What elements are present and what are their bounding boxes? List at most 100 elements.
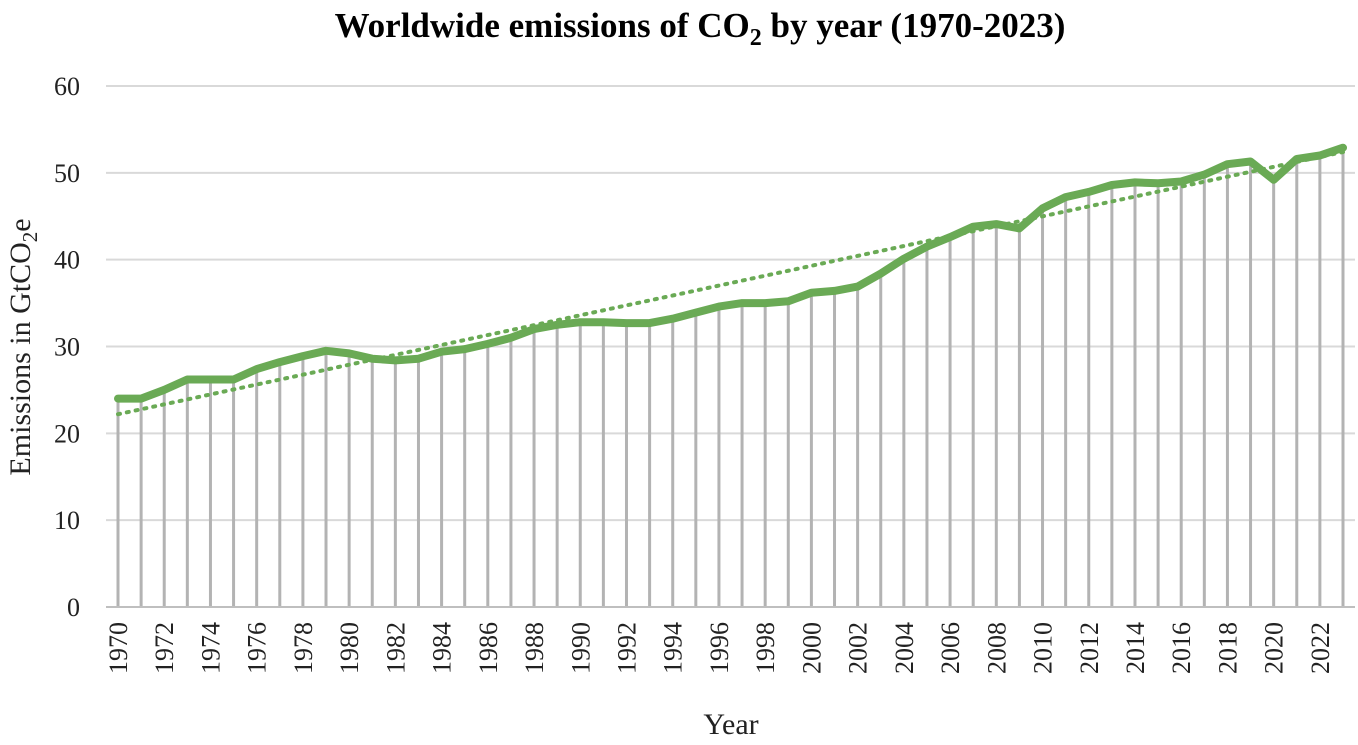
data-point-2022 [1316,151,1324,159]
data-point-1978 [299,352,307,360]
data-point-1970 [114,395,122,403]
x-tick-label: 2006 [936,622,965,674]
data-point-2012 [1085,188,1093,196]
data-point-1988 [530,325,538,333]
data-points [114,144,1347,403]
x-tick-label: 2014 [1121,622,1150,674]
x-tick-label: 2022 [1306,622,1335,674]
data-point-1985 [461,345,469,353]
x-tick-label: 2012 [1075,622,1104,674]
data-point-2000 [807,289,815,297]
data-point-1973 [183,375,191,383]
x-tick-label: 1972 [150,622,179,674]
x-tick-label: 2004 [890,622,919,674]
data-point-1982 [391,356,399,364]
y-axis-ticks: 0 10 20 30 40 50 60 [54,72,80,622]
data-point-2010 [1039,204,1047,212]
data-point-1986 [484,340,492,348]
y-tick-label: 10 [54,506,80,535]
data-point-1974 [206,375,214,383]
data-point-2013 [1108,181,1116,189]
y-tick-label: 60 [54,72,80,101]
y-axis-title-subscript: 2 [18,232,42,243]
data-point-2003 [877,270,885,278]
data-point-2020 [1270,176,1278,184]
trendline [116,149,1345,417]
x-tick-label: 1992 [612,622,641,674]
x-axis-ticks: 1970 1972 1974 1976 1978 1980 1982 1984 1986 1988… [104,622,1335,674]
data-point-1993 [646,319,654,327]
data-point-1994 [669,315,677,323]
data-point-1995 [692,309,700,317]
x-tick-label: 2018 [1213,622,1242,674]
x-tick-label: 1974 [196,622,225,674]
drop-lines [116,147,1345,607]
data-point-2019 [1247,158,1255,166]
data-point-2023 [1339,144,1347,152]
chart-title-subscript: 2 [750,25,762,51]
data-point-2011 [1062,193,1070,201]
y-tick-label: 0 [67,593,80,622]
x-tick-label: 1970 [104,622,133,674]
data-point-1996 [715,303,723,311]
chart-title: Worldwide emissions of CO2 by year (1970… [335,6,1066,51]
x-tick-label: 1984 [428,622,457,674]
data-point-1981 [368,355,376,363]
x-tick-label: 1998 [751,622,780,674]
series-line-emissions [114,143,1347,403]
y-axis-title: Emissions in GtCO2e [4,218,42,475]
x-tick-label: 1986 [474,622,503,674]
data-point-1991 [599,318,607,326]
data-point-1997 [738,299,746,307]
data-point-2006 [946,233,954,241]
data-point-2001 [831,287,839,295]
gridlines [106,85,1355,522]
x-tick-label: 2008 [982,622,1011,674]
data-point-2014 [1131,178,1139,186]
data-point-1992 [622,319,630,327]
data-point-2016 [1177,178,1185,186]
y-tick-label: 40 [54,246,80,275]
data-point-2004 [900,255,908,263]
x-tick-label: 2002 [844,622,873,674]
data-point-2017 [1200,171,1208,179]
data-point-1984 [438,348,446,356]
x-tick-label: 1994 [659,622,688,674]
x-axis-title: Year [703,708,758,741]
x-tick-label: 1996 [705,622,734,674]
y-tick-label: 30 [54,333,80,362]
x-tick-label: 1978 [289,622,318,674]
y-tick-label: 50 [54,159,80,188]
data-point-2021 [1293,155,1301,163]
data-point-1971 [137,395,145,403]
x-tick-label: 2016 [1167,622,1196,674]
x-tick-label: 1988 [520,622,549,674]
x-tick-label: 1980 [335,622,364,674]
data-point-1975 [230,375,238,383]
data-point-2008 [992,220,1000,228]
data-point-2007 [969,223,977,231]
y-tick-label: 20 [54,419,80,448]
data-point-1977 [276,358,284,366]
x-tick-label: 1976 [243,622,272,674]
data-point-1990 [576,318,584,326]
data-point-2002 [854,283,862,291]
data-point-1987 [507,334,515,342]
x-tick-label: 1982 [381,622,410,674]
data-point-2018 [1223,160,1231,168]
x-tick-label: 2010 [1029,622,1058,674]
data-point-1999 [784,297,792,305]
data-point-1980 [345,349,353,357]
data-point-2005 [923,243,931,251]
x-tick-label: 1990 [566,622,595,674]
data-point-2015 [1154,179,1162,187]
x-tick-label: 2000 [797,622,826,674]
data-point-1983 [414,355,422,363]
data-point-2009 [1015,224,1023,232]
data-point-1989 [553,321,561,329]
data-point-1976 [253,365,261,373]
x-tick-label: 2020 [1260,622,1289,674]
data-point-1972 [160,386,168,394]
data-point-1998 [761,299,769,307]
